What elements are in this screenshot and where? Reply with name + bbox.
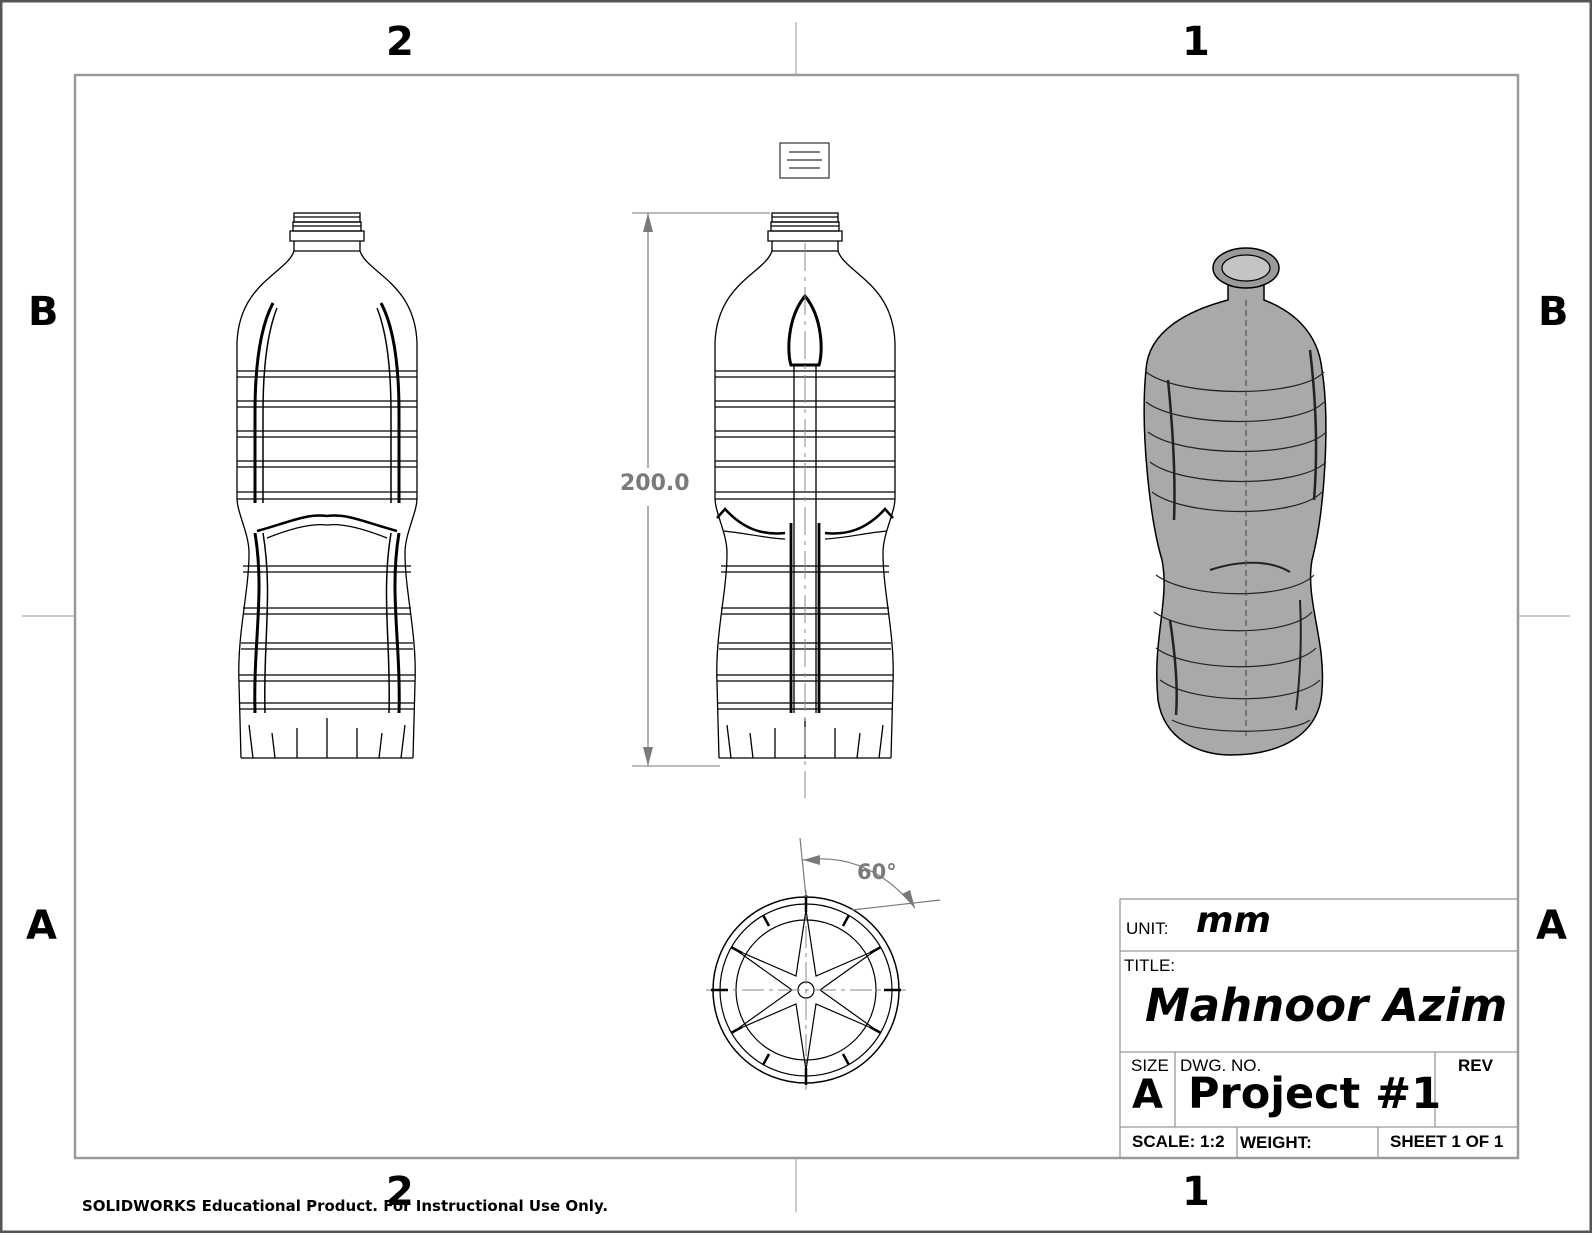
zone-label-top-1: 1 bbox=[1182, 19, 1210, 65]
unit-label: UNIT: bbox=[1126, 919, 1169, 938]
size-value: A bbox=[1132, 1072, 1163, 1118]
zone-label-right-a: A bbox=[1536, 903, 1567, 949]
datum-symbol bbox=[779, 142, 830, 179]
zone-label-bottom-2: 2 bbox=[386, 1169, 414, 1215]
zone-label-right-b: B bbox=[1538, 289, 1569, 335]
zone-ticks bbox=[22, 22, 1570, 1212]
isometric-view bbox=[1143, 247, 1327, 756]
angle-dimension bbox=[799, 837, 941, 911]
weight-label: WEIGHT: bbox=[1240, 1133, 1312, 1152]
angle-dimension-value: 60° bbox=[857, 860, 897, 884]
height-dimension-value: 200.0 bbox=[620, 471, 690, 496]
zone-label-bottom-1: 1 bbox=[1182, 1169, 1210, 1215]
side-view bbox=[714, 212, 896, 798]
sheet-text: SHEET 1 OF 1 bbox=[1390, 1132, 1504, 1151]
educational-footer: SOLIDWORKS Educational Product. For Inst… bbox=[82, 1197, 609, 1215]
rev-label: REV bbox=[1458, 1056, 1493, 1075]
title-value: Mahnoor Azim bbox=[1145, 979, 1508, 1032]
zone-label-top-2: 2 bbox=[386, 19, 414, 65]
scale-text: SCALE: 1:2 bbox=[1132, 1132, 1225, 1151]
zone-label-left-b: B bbox=[28, 289, 59, 335]
title-label: TITLE: bbox=[1124, 956, 1176, 975]
dwg-no-value: Project #1 bbox=[1188, 1069, 1442, 1119]
title-block bbox=[1119, 898, 1519, 1159]
front-view bbox=[236, 212, 418, 759]
unit-value: mm bbox=[1196, 900, 1272, 941]
dwg-no-label: DWG. NO. bbox=[1180, 1056, 1262, 1075]
bottom-view bbox=[706, 890, 906, 1090]
zone-label-left-a: A bbox=[26, 903, 57, 949]
size-label: SIZE bbox=[1131, 1056, 1169, 1075]
height-dimension bbox=[632, 212, 770, 767]
